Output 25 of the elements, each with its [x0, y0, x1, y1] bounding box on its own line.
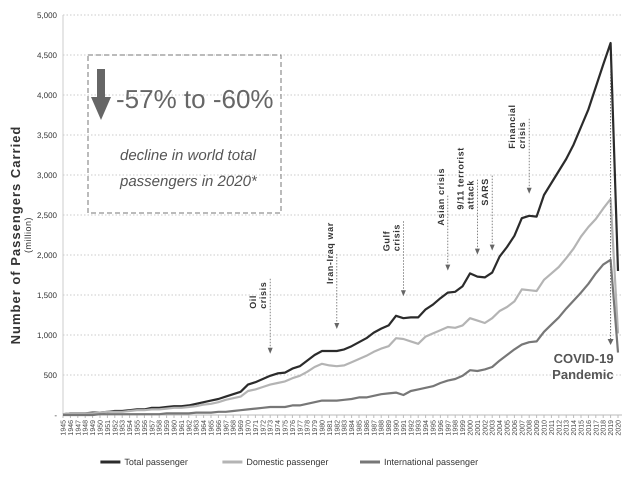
ref-line-label: Gulf crisis — [381, 224, 402, 252]
y-tick-label: 1,500 — [36, 290, 58, 300]
legend-label: Total passenger — [124, 457, 188, 468]
ref-line-label: 9/11 terrorist attack — [455, 147, 476, 210]
y-tick-label: - — [54, 410, 58, 420]
ref-line-label: Financial crisis — [507, 104, 528, 149]
y-tick-label: 4,500 — [36, 50, 58, 60]
annotation: decline in world total passengers in 2020* — [119, 147, 258, 190]
y-tick-label: 1,000 — [36, 330, 58, 340]
ref-line-label: SARS — [480, 178, 490, 206]
ref-line-label: Iran-Iraq war — [324, 222, 335, 284]
y-tick-label: 2,000 — [36, 250, 58, 260]
annotation: -57% to -60% — [116, 84, 274, 114]
y-tick-label: 3,500 — [36, 130, 58, 140]
y-tick-label: 4,000 — [36, 90, 58, 100]
y-tick-label: 500 — [44, 370, 58, 380]
ref-line-label: Oil crisis — [248, 282, 268, 309]
legend-label: International passenger — [384, 457, 478, 468]
y-tick-label: 3,000 — [36, 170, 58, 180]
y-tick-label: 2,500 — [36, 210, 58, 220]
y-tick-label: 5,000 — [36, 10, 58, 20]
y-axis-title: Number of Passengers Carried (million) — [8, 126, 33, 344]
legend-label: Domestic passenger — [246, 457, 328, 468]
ref-line-label: Asian crisis — [436, 168, 446, 226]
ref-line-label: COVID-19 Pandemic — [552, 351, 614, 382]
